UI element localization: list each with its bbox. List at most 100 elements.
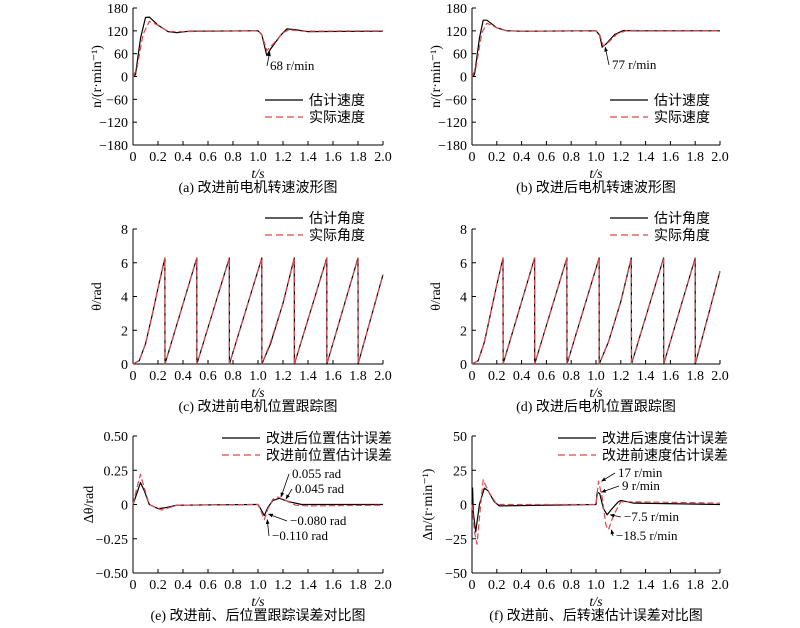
y-tick-label: −60 xyxy=(106,93,128,108)
x-tick-label: 1.2 xyxy=(274,578,292,593)
y-tick-label: 0 xyxy=(460,71,467,86)
y-tick-label: 50 xyxy=(453,430,467,445)
x-tick-label: 0.4 xyxy=(513,578,531,593)
legend-label: 改进前速度估计误差 xyxy=(602,447,728,464)
x-tick-label: 1.6 xyxy=(324,578,342,593)
x-tick-label: 0.6 xyxy=(199,369,217,384)
y-tick-label: 0.25 xyxy=(104,464,129,479)
annotation-label: −0.110 rad xyxy=(272,528,328,543)
y-axis-label: θ/rad xyxy=(90,282,105,310)
annotation-label: −0.080 rad xyxy=(290,513,347,528)
x-tick-label: 1.0 xyxy=(249,369,267,384)
annotation-arrow xyxy=(268,513,288,522)
y-tick-label: 60 xyxy=(114,48,128,63)
x-tick-label: 1.0 xyxy=(587,150,605,165)
x-tick-label: 1.6 xyxy=(662,578,680,593)
y-tick-label: 120 xyxy=(446,25,467,40)
series-line-0 xyxy=(471,19,720,77)
x-tick-label: 0.8 xyxy=(224,369,242,384)
y-tick-label: 120 xyxy=(107,25,128,40)
annotation-arrow xyxy=(609,513,622,518)
legend-label: 改进后位置估计误差 xyxy=(266,431,392,447)
x-axis-label: t/s xyxy=(589,167,603,182)
series-line-0 xyxy=(132,16,384,77)
x-tick-label: 0.8 xyxy=(224,578,242,593)
legend-label: 改进后速度估计误差 xyxy=(602,431,728,447)
annotation-arrow xyxy=(604,46,610,66)
panel-a: 0 0.2 0.4 0.6 0.8 1.0 1.2 1.4 1.6 1.8 2.0 −180 −120 −… xyxy=(90,2,392,196)
y-axis-label: θ/rad xyxy=(429,282,444,310)
y-tick-label: −50 xyxy=(445,567,467,582)
annotation-label: −7.5 r/min xyxy=(624,509,679,524)
x-axis-label: t/s xyxy=(251,386,265,401)
y-axis-label: n/(r·min⁻¹) xyxy=(90,45,105,108)
y-tick-label: −120 xyxy=(438,116,467,131)
y-tick-label: −180 xyxy=(438,139,467,154)
annotation-arrow xyxy=(601,485,620,493)
y-tick-label: 8 xyxy=(121,223,128,238)
x-tick-label: 1.4 xyxy=(299,150,317,165)
x-tick-label: 1.2 xyxy=(612,578,630,593)
x-tick-label: 0.2 xyxy=(149,578,167,593)
legend-label: 估计速度 xyxy=(654,93,710,109)
x-tick-label: 0.2 xyxy=(488,150,506,165)
annotation-arrow xyxy=(265,519,270,537)
x-tick-label: 0.2 xyxy=(149,369,167,384)
x-axis-label: t/s xyxy=(589,386,603,401)
panel-caption: (d) 改进后电机位置跟踪图 xyxy=(516,399,676,415)
x-tick-label: 0.4 xyxy=(513,369,531,384)
panel-caption: (f) 改进前、后转速估计误差对比图 xyxy=(489,607,703,624)
x-tick-label: 0.2 xyxy=(488,578,506,593)
annotation-arrow xyxy=(601,472,616,482)
legend-label: 估计速度 xyxy=(309,93,365,109)
annotation-label: 77 r/min xyxy=(612,57,657,72)
x-tick-label: 0 xyxy=(469,578,476,593)
x-tick-label: 1.2 xyxy=(612,150,630,165)
x-tick-label: 2.0 xyxy=(711,369,729,384)
legend-label: 实际速度 xyxy=(654,110,710,126)
x-tick-label: 0.4 xyxy=(174,578,192,593)
y-tick-label: −120 xyxy=(99,116,128,131)
series-line-1 xyxy=(471,22,721,77)
y-tick-label: 2 xyxy=(121,324,128,339)
x-tick-label: 0 xyxy=(130,578,137,593)
legend-label: 改进前位置估计误差 xyxy=(266,447,392,464)
y-tick-label: 60 xyxy=(453,48,467,63)
y-tick-label: 0 xyxy=(460,499,467,514)
legend-label: 实际角度 xyxy=(654,228,710,244)
x-tick-label: 1.8 xyxy=(686,578,704,593)
x-tick-label: 1.2 xyxy=(274,369,292,384)
series-line-1 xyxy=(132,257,384,365)
annotation-label: 0.055 rad xyxy=(292,466,342,481)
y-tick-label: −25 xyxy=(445,533,467,548)
y-tick-label: 0 xyxy=(121,499,128,514)
x-tick-label: 1.4 xyxy=(637,150,655,165)
series-line-1 xyxy=(471,257,721,365)
x-tick-label: 1.6 xyxy=(662,150,680,165)
x-tick-label: 2.0 xyxy=(711,578,729,593)
x-tick-label: 0.6 xyxy=(538,369,556,384)
panel-caption: (b) 改进后电机转速波形图 xyxy=(516,180,676,196)
y-axis-label: Δθ/rad xyxy=(82,486,97,523)
legend-label: 估计角度 xyxy=(654,211,710,227)
annotation-arrow xyxy=(285,488,293,500)
x-tick-label: 1.2 xyxy=(274,150,292,165)
y-tick-label: 2 xyxy=(460,324,467,339)
y-tick-label: 180 xyxy=(107,2,128,17)
y-axis-label: Δn/(r·min⁻¹) xyxy=(421,468,436,540)
x-axis-label: t/s xyxy=(251,595,265,610)
y-tick-label: 0 xyxy=(121,71,128,86)
x-tick-label: 1.0 xyxy=(249,150,267,165)
x-tick-label: 0.6 xyxy=(199,578,217,593)
y-tick-label: 180 xyxy=(446,2,467,17)
series-line-1 xyxy=(132,473,384,521)
x-tick-label: 0.4 xyxy=(174,369,192,384)
x-tick-label: 0.6 xyxy=(538,150,556,165)
x-tick-label: 1.4 xyxy=(637,369,655,384)
series-line-0 xyxy=(132,482,383,517)
annotation-label: 68 r/min xyxy=(270,58,315,73)
x-tick-label: 1.6 xyxy=(324,369,342,384)
y-tick-label: 0 xyxy=(460,358,467,373)
y-tick-label: 0.50 xyxy=(104,430,129,445)
